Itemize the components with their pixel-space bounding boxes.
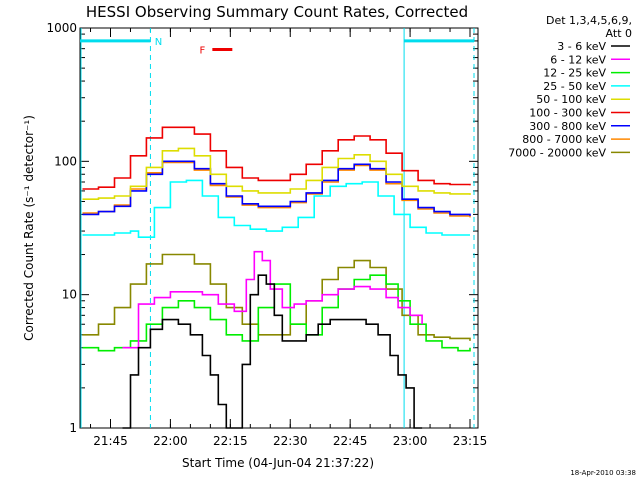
series-line-100-300-kev [82,126,471,190]
flare-marker-label: F [199,45,205,56]
plot-frame [79,27,479,429]
series-line-50-100-kev [82,147,471,200]
legend-label: 300 - 800 keV [529,120,606,133]
legend-label: 25 - 50 keV [543,80,606,93]
footer-date: 18-Apr-2010 03:38 [570,469,636,477]
x-tick-label: 21:45 [93,434,128,448]
y-tick-label: 1 [69,421,77,435]
night-marker-label: N [155,37,162,48]
x-tick-label: 23:15 [453,434,488,448]
legend-label: 6 - 12 keV [550,53,606,66]
y-axis-label: Corrected Count Rate (s⁻¹ detector⁻¹) [22,115,36,341]
series-line-12-25-kev [82,274,471,352]
detector-label-1: Det 1,3,4,5,6,9, [546,14,632,27]
chart-title: HESSI Observing Summary Count Rates, Cor… [86,3,468,21]
legend-label: 50 - 100 keV [536,93,606,106]
series-line-6-12-kev [122,250,423,349]
x-tick-label: 22:45 [333,434,368,448]
legend-label: 12 - 25 keV [543,67,606,80]
series-line-7000-20000-kev [82,253,471,341]
x-tick-label: 23:00 [393,434,428,448]
x-tick-label: 22:00 [153,434,188,448]
x-tick-label: 22:30 [273,434,308,448]
series-line-3-6-kev [122,274,423,429]
y-tick-label: 1000 [46,21,77,35]
detector-label-2: Att 0 [606,27,632,40]
x-tick-label: 22:15 [213,434,248,448]
x-axis-label: Start Time (04-Jun-04 21:37:22) [182,456,374,470]
legend-label: 3 - 6 keV [557,40,606,53]
series-line-25-50-kev [82,179,470,238]
plot-area: 1 10 100 1000 21:45 22:00 22:15 22:30 22:45 23:00… [46,21,487,448]
y-tick-label: 100 [54,154,77,168]
y-tick-label: 10 [62,288,77,302]
legend-label: 7000 - 20000 keV [508,146,606,159]
legend-label: 800 - 7000 keV [522,133,606,146]
legend-label: 100 - 300 keV [529,107,606,120]
